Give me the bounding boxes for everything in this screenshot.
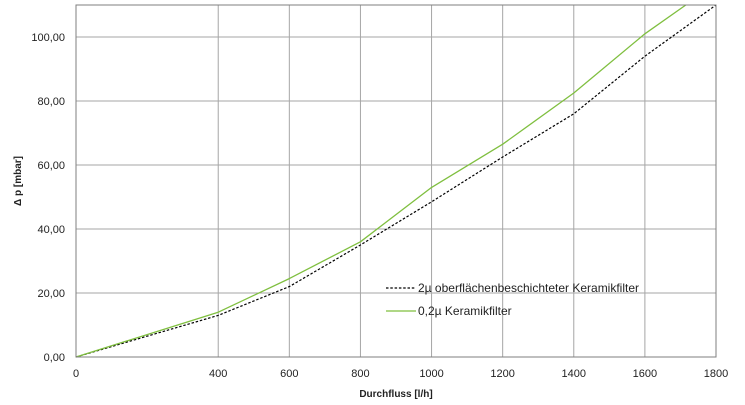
x-tick-label: 1200 [490,368,514,380]
series-line-2 [75,4,687,358]
y-tick-label: 20,00 [37,288,65,300]
x-tick-label: 1000 [419,368,443,380]
plot-area-frame [75,4,717,358]
legend-label-series-1: 2µ oberflächenbeschichteter Keramikfilte… [418,281,639,295]
x-tick-label: 800 [351,368,369,380]
series-line-1 [75,4,717,358]
x-tick-label: 1800 [704,368,728,380]
x-tick-label: 1600 [633,368,657,380]
legend: 2µ oberflächenbeschichteter Keramikfilte… [386,281,639,318]
y-tick-label: 100,00 [31,32,65,44]
y-tick-label: 80,00 [37,96,65,108]
x-tick-label: 600 [280,368,298,380]
tick-labels: 0 400 600 800 1000 1200 1400 1600 1800 0,00 20,00 4… [31,32,728,380]
grid [75,5,717,358]
legend-label-series-2: 0,2µ Keramikfilter [418,304,512,318]
y-tick-label: 0,00 [44,352,65,364]
series-layer [75,4,717,358]
x-tick-label: 1400 [562,368,586,380]
x-tick-label: 0 [73,368,79,380]
y-tick-label: 60,00 [37,160,65,172]
y-axis-title: Δ p [mbar] [13,156,24,206]
y-tick-label: 40,00 [37,224,65,236]
x-tick-label: 400 [209,368,227,380]
x-axis-title: Durchfluss [l/h] [359,389,432,400]
